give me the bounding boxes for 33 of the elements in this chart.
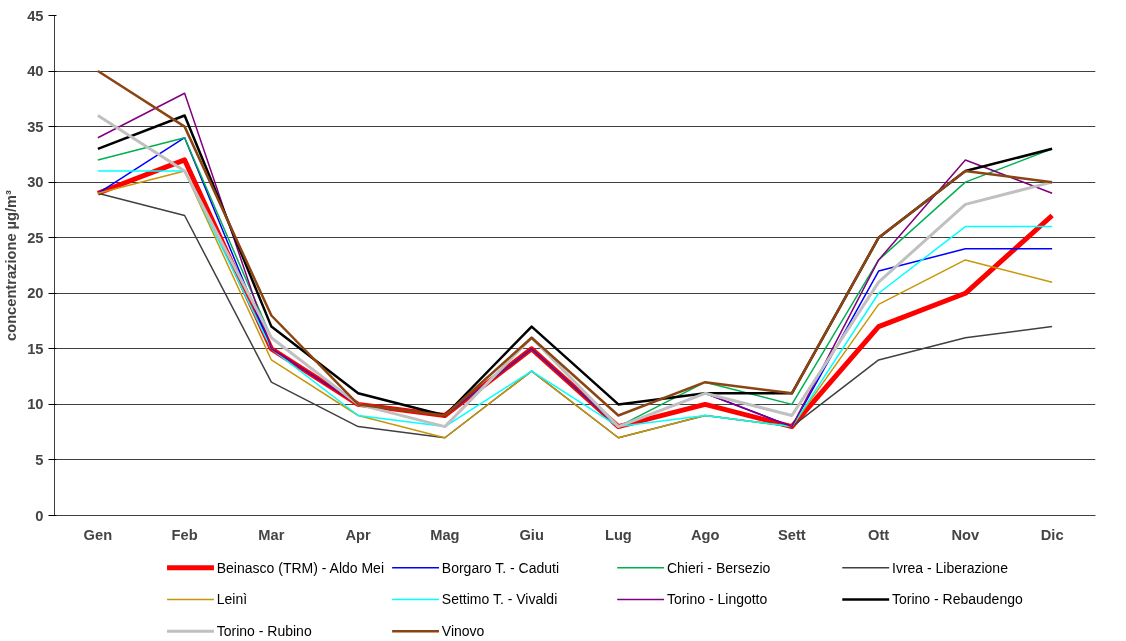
x-tick-label: Feb	[171, 526, 198, 543]
y-tick-label: 45	[27, 7, 44, 24]
legend-label: Torino - Rubino	[216, 623, 312, 640]
x-tick-label: Dic	[1040, 526, 1064, 543]
legend-label: Torino - Lingotto	[666, 591, 768, 608]
y-tick-label: 0	[35, 507, 44, 524]
y-tick-label: 15	[27, 340, 44, 357]
y-tick-label: 35	[27, 118, 44, 135]
y-tick-label: 40	[27, 63, 44, 80]
y-axis-title: concentrazione µg/m³	[3, 189, 20, 341]
legend-label: Settimo T. - Vivaldi	[441, 591, 558, 608]
legend-label: Torino - Rebaudengo	[891, 591, 1023, 608]
legend-label: Borgaro T. - Caduti	[441, 559, 560, 576]
y-tick-label: 30	[27, 174, 44, 191]
legend-label: Vinovo	[441, 623, 485, 640]
x-tick-label: Mar	[258, 526, 285, 543]
x-tick-label: Ago	[690, 526, 720, 543]
x-tick-label: Gen	[83, 526, 113, 543]
y-tick-label: 25	[27, 229, 44, 246]
legend-label: Beinasco (TRM) - Aldo Mei	[216, 559, 385, 576]
x-tick-label: Mag	[430, 526, 460, 543]
y-tick-label: 10	[27, 396, 44, 413]
x-tick-label: Ott	[868, 526, 890, 543]
x-tick-label: Apr	[345, 526, 372, 543]
legend-label: Ivrea - Liberazione	[891, 559, 1009, 576]
x-tick-label: Lug	[604, 526, 632, 543]
x-tick-label: Giu	[519, 526, 544, 543]
x-tick-label: Sett	[778, 526, 806, 543]
y-tick-label: 5	[35, 451, 44, 468]
legend-label: Chieri - Bersezio	[666, 559, 771, 576]
legend-label: Leinì	[216, 591, 248, 608]
y-tick-label: 20	[27, 285, 44, 302]
x-tick-label: Nov	[951, 526, 981, 543]
